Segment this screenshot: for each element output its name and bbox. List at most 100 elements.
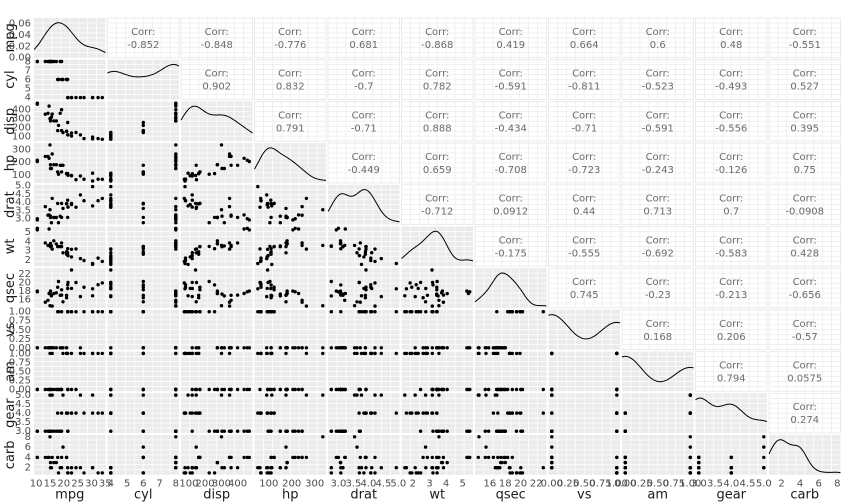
data-point (212, 283, 217, 287)
data-point (69, 351, 74, 356)
data-point (35, 217, 39, 221)
x-tick-label: 16 (484, 479, 497, 490)
data-point (435, 455, 439, 460)
data-point (364, 247, 368, 251)
data-point (484, 351, 488, 356)
data-point (54, 460, 58, 465)
data-point (441, 293, 446, 297)
corr-header: Corr: (793, 194, 817, 205)
data-point (284, 351, 288, 356)
data-point (343, 429, 347, 433)
data-point (355, 445, 359, 449)
data-point (484, 346, 488, 350)
corr-value-hp-vs: -0.723 (568, 165, 600, 176)
data-point (615, 429, 619, 433)
data-point (394, 261, 398, 266)
data-point (242, 291, 246, 296)
data-point (440, 289, 445, 293)
corr-header: Corr: (205, 69, 229, 80)
data-point (212, 310, 217, 314)
data-point (358, 300, 362, 304)
data-point (697, 466, 701, 470)
data-point (56, 285, 60, 289)
x-axis-title-gear: gear (716, 488, 746, 503)
data-point (373, 310, 377, 314)
data-point (284, 429, 288, 433)
data-point (74, 280, 78, 285)
data-point (486, 346, 491, 350)
data-point (270, 262, 274, 267)
data-point (304, 351, 309, 356)
corr-value-qsec-am: -0.23 (645, 290, 671, 301)
data-point (100, 471, 105, 475)
data-point (109, 346, 113, 350)
data-point (212, 215, 217, 220)
corr-header: Corr: (572, 194, 596, 205)
data-point (355, 300, 359, 304)
data-point (141, 351, 145, 356)
y-tick-label: 7 (25, 66, 31, 77)
data-point (212, 471, 217, 475)
data-point (370, 466, 374, 470)
data-point (435, 310, 439, 314)
y-tick-label: 0.25 (9, 334, 31, 345)
corr-header: Corr: (499, 235, 523, 246)
data-point (242, 387, 246, 392)
data-point (197, 346, 201, 350)
data-point (495, 351, 499, 356)
data-point (56, 77, 60, 82)
data-point (82, 95, 86, 100)
x-tick-label: 6 (816, 479, 822, 490)
data-point (623, 455, 627, 460)
y-tick-label: 22 (18, 269, 31, 280)
y-tick-label: 6 (25, 75, 31, 86)
data-point (502, 429, 506, 433)
y-tick-label: 0.02 (9, 41, 31, 52)
data-point (550, 445, 554, 449)
data-point (194, 346, 198, 350)
data-point (373, 304, 377, 308)
data-point (329, 429, 333, 433)
data-point (48, 163, 53, 167)
data-point (194, 300, 198, 304)
data-point (329, 294, 333, 298)
corr-value-qsec-gear: -0.213 (715, 290, 747, 301)
data-point (296, 429, 301, 433)
corr-header: Corr: (425, 152, 449, 163)
data-point (413, 346, 417, 350)
x-tick-label: 3.5 (707, 479, 723, 490)
data-point (78, 256, 83, 261)
data-point (43, 154, 47, 159)
data-point (259, 351, 263, 356)
data-point (373, 393, 377, 397)
data-point (96, 199, 100, 203)
x-tick-label: 5.0 (756, 479, 772, 490)
x-tick-label: 400 (228, 479, 247, 490)
data-point (729, 455, 733, 460)
data-point (222, 221, 226, 225)
data-point (141, 310, 145, 314)
data-point (186, 310, 190, 314)
corr-value-wt-carb: 0.428 (790, 248, 819, 259)
data-point (414, 411, 418, 415)
data-point (269, 351, 273, 356)
density-curve-wt (401, 230, 474, 262)
corr-value-disp-drat: -0.71 (351, 123, 377, 134)
x-tick-label: 3.5 (345, 479, 361, 490)
data-point (272, 285, 276, 289)
data-point (418, 429, 423, 433)
data-point (227, 247, 232, 251)
data-point (329, 387, 333, 392)
data-point (357, 253, 362, 258)
corr-value-cyl-gear: -0.493 (715, 82, 747, 93)
data-point (109, 471, 113, 475)
x-tick-label: 22 (530, 479, 543, 490)
x-tick-label: 3.0 (330, 479, 346, 490)
data-point (265, 268, 270, 272)
data-point (421, 455, 425, 460)
data-point (430, 304, 434, 308)
corr-value-qsec-carb: -0.656 (789, 290, 821, 301)
corr-header: Corr: (793, 27, 817, 38)
data-point (403, 466, 407, 470)
data-point (141, 445, 145, 449)
